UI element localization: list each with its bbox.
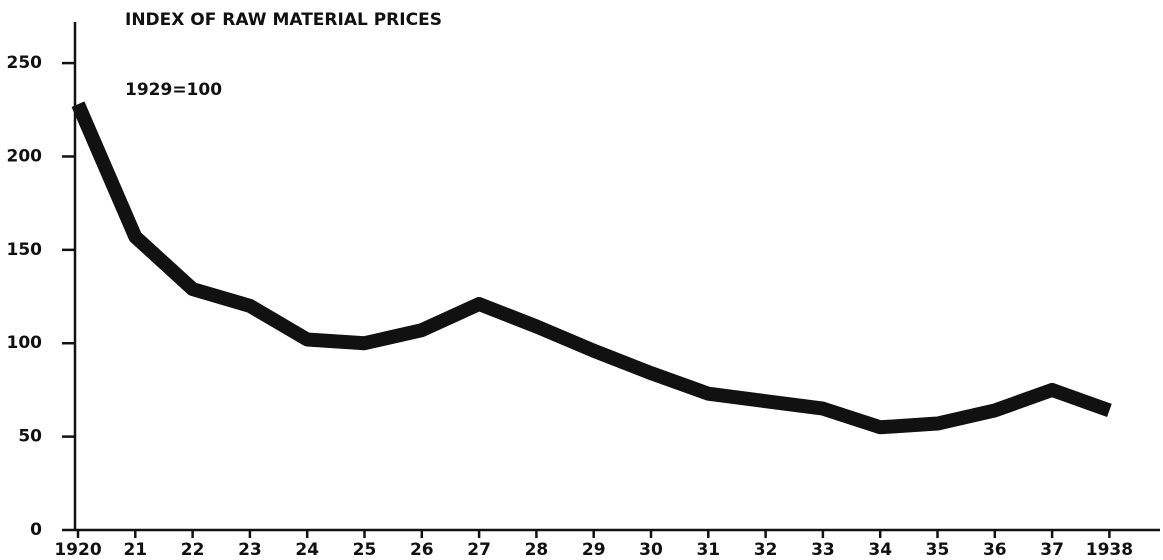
x-tick-label: 29: [582, 540, 606, 560]
x-tick-label: 33: [811, 540, 835, 560]
x-tick-label: 26: [410, 540, 434, 560]
annotation: 1929=100: [125, 80, 222, 100]
x-tick-label: 1920: [54, 540, 101, 560]
x-tick-label: 22: [181, 540, 205, 560]
x-tick-label: 27: [467, 540, 491, 560]
x-tick-label: 31: [696, 540, 720, 560]
x-tick-label: 1938: [1086, 540, 1133, 560]
y-tick-label: 100: [7, 333, 43, 353]
x-tick-label: 23: [238, 540, 262, 560]
y-tick-label: 250: [7, 53, 43, 73]
y-tick-label: 0: [30, 520, 42, 540]
x-tick-label: 24: [295, 540, 319, 560]
x-tick-label: 36: [983, 540, 1007, 560]
x-tick-label: 34: [868, 540, 892, 560]
x-tick-label: 25: [353, 540, 377, 560]
chart-title: INDEX OF RAW MATERIAL PRICES: [125, 10, 442, 30]
y-tick-label: 150: [7, 240, 43, 260]
x-tick-label: 37: [1040, 540, 1064, 560]
line: [71, 101, 1112, 435]
x-tick-label: 30: [639, 540, 663, 560]
y-tick-label: 200: [7, 146, 43, 166]
x-tick-label: 35: [926, 540, 950, 560]
x-tick-label: 28: [525, 540, 549, 560]
y-tick-label: 50: [18, 427, 42, 447]
x-tick-label: 21: [123, 540, 147, 560]
x-tick-label: 32: [754, 540, 778, 560]
